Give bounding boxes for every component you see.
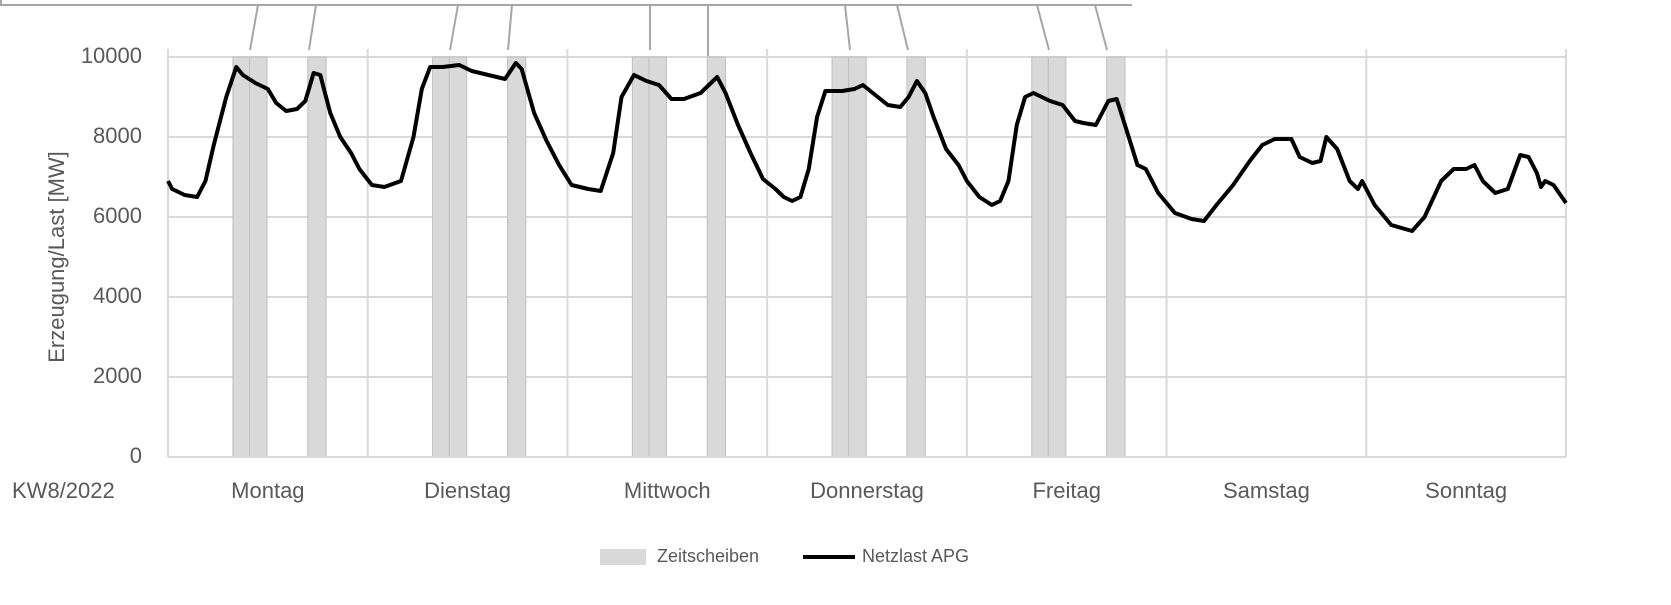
time-slice bbox=[631, 56, 650, 458]
callout-line bbox=[507, 4, 513, 51]
callout-line bbox=[308, 4, 317, 51]
callout-line bbox=[844, 4, 851, 51]
x-tick-label: Samstag bbox=[1223, 478, 1310, 503]
callout-box bbox=[0, 0, 1132, 6]
time-slice bbox=[232, 56, 251, 458]
x-tick-label: Freitag bbox=[1032, 478, 1100, 503]
x-tick-label: Montag bbox=[231, 478, 304, 503]
time-slice bbox=[249, 56, 268, 458]
y-axis-label: Erzeugung/Last [MW] bbox=[44, 151, 69, 363]
time-slice bbox=[1047, 56, 1067, 458]
callout-line bbox=[896, 4, 909, 51]
y-tick-label: 8000 bbox=[93, 123, 142, 148]
time-slice bbox=[307, 56, 327, 458]
legend-swatch bbox=[600, 549, 646, 565]
y-tick-label: 10000 bbox=[81, 43, 142, 68]
y-tick-label: 4000 bbox=[93, 283, 142, 308]
time-slice bbox=[848, 56, 867, 458]
load-line bbox=[166, 61, 1568, 233]
x-tick-label: Dienstag bbox=[424, 478, 511, 503]
time-slice bbox=[448, 56, 468, 458]
time-slice bbox=[648, 56, 667, 458]
callout-line bbox=[1036, 4, 1050, 51]
time-slice bbox=[906, 56, 926, 458]
time-slice bbox=[831, 56, 850, 458]
time-slice bbox=[706, 56, 727, 458]
x-tick-label: Sonntag bbox=[1425, 478, 1507, 503]
callout-line bbox=[449, 4, 459, 51]
time-slice bbox=[507, 56, 527, 458]
legend-label: Zeitscheiben bbox=[657, 546, 759, 566]
callout-line bbox=[1094, 4, 1108, 51]
legend-label: Netzlast APG bbox=[862, 546, 969, 566]
x-axis-label: KW8/2022 bbox=[12, 478, 115, 503]
x-tick-label: Mittwoch bbox=[624, 478, 711, 503]
time-slice bbox=[1031, 56, 1049, 458]
y-tick-label: 0 bbox=[130, 443, 142, 468]
x-tick-label: Donnerstag bbox=[810, 478, 924, 503]
callout-line bbox=[249, 4, 259, 51]
y-tick-label: 6000 bbox=[93, 203, 142, 228]
callout bbox=[0, 0, 1132, 68]
time-slice bbox=[432, 56, 450, 458]
y-tick-label: 2000 bbox=[93, 363, 142, 388]
